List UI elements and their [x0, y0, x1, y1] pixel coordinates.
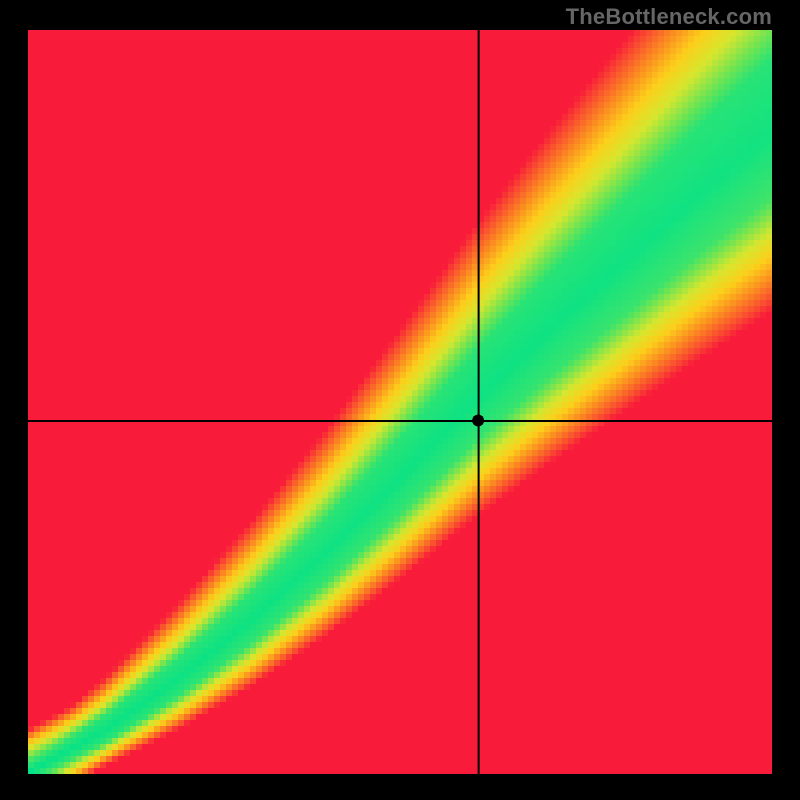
crosshair-overlay [28, 30, 772, 774]
watermark-text: TheBottleneck.com [566, 4, 772, 30]
chart-container: TheBottleneck.com [0, 0, 800, 800]
